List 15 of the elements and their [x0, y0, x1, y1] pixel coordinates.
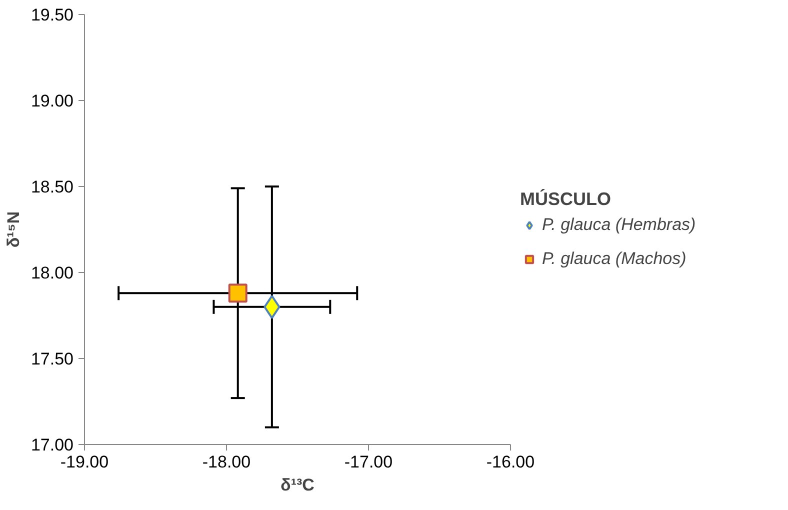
- x-tick-label: -19.00: [60, 452, 109, 472]
- legend-label: P. glauca (Machos): [542, 249, 686, 269]
- y-tick-label: 19.00: [30, 92, 74, 110]
- legend-label: P. glauca (Hembras): [542, 215, 696, 235]
- y-tick-label: 17.50: [30, 350, 74, 368]
- legend-title: MÚSCULO: [520, 189, 612, 210]
- x-tick-label: -18.00: [202, 452, 251, 472]
- y-axis-title: δ¹⁵N: [4, 211, 23, 248]
- y-tick-label: 18.00: [30, 264, 74, 282]
- x-axis-title: δ¹³C: [280, 476, 314, 494]
- y-tick-label: 18.50: [30, 178, 74, 196]
- y-tick-label: 17.00: [30, 436, 74, 454]
- x-tick-label: -16.00: [486, 452, 535, 472]
- y-tick-label: 19.50: [30, 6, 74, 24]
- x-tick-label: -17.00: [344, 452, 393, 472]
